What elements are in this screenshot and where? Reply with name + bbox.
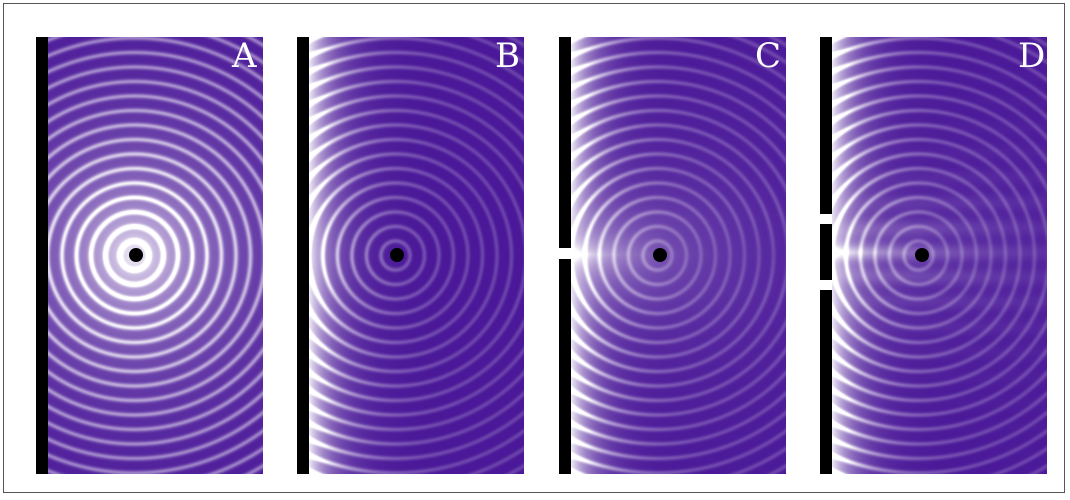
barrier-lower [820, 290, 832, 474]
wave-field-b [309, 37, 524, 474]
barrier-wall [297, 37, 309, 474]
barrier-lower [559, 259, 571, 474]
panel-label-d: D [1018, 36, 1046, 76]
panel-label-c: C [755, 36, 782, 76]
panel-a: A [36, 37, 298, 474]
figure-frame: A B C D [3, 3, 1065, 493]
source-dot [653, 248, 667, 262]
panel-c: C [559, 37, 821, 474]
source-dot [390, 248, 404, 262]
barrier-middle [820, 224, 832, 280]
barrier-upper [820, 37, 832, 214]
panel-label-b: B [495, 36, 520, 76]
source-dot [915, 248, 929, 262]
wave-field-a [48, 37, 263, 474]
barrier-upper [559, 37, 571, 248]
wave-field-c [571, 37, 786, 474]
panel-d: D [820, 37, 1070, 474]
wave-field-d [832, 37, 1047, 474]
panel-label-a: A [232, 36, 257, 76]
panel-b: B [297, 37, 559, 474]
barrier-wall [36, 37, 48, 474]
source-dot [129, 248, 143, 262]
